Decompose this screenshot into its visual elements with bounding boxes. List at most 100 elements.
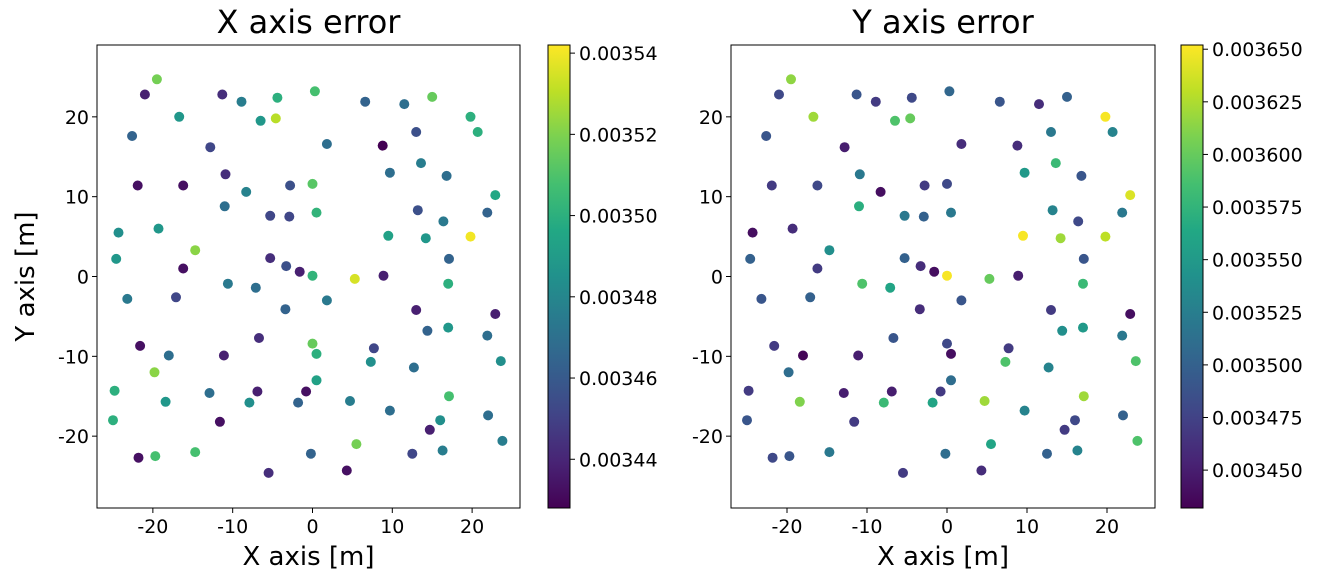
y-tick-label: 20 bbox=[65, 107, 89, 129]
colorbar-tick-label: 0.00350 bbox=[579, 206, 658, 228]
scatter-point bbox=[927, 397, 938, 408]
scatter-point bbox=[798, 350, 808, 361]
scatter-point bbox=[940, 448, 951, 459]
scatter-point bbox=[411, 305, 422, 315]
scatter-point bbox=[178, 263, 189, 274]
scatter-point bbox=[254, 333, 264, 343]
scatter-point bbox=[839, 142, 850, 153]
x-axis-label: X axis [m] bbox=[877, 542, 1009, 572]
scatter-point bbox=[761, 131, 772, 141]
colorbar-gradient bbox=[547, 44, 571, 509]
x-tick-label: 10 bbox=[1015, 516, 1039, 538]
scatter-point bbox=[160, 396, 171, 407]
scatter-point bbox=[219, 201, 230, 212]
scatter-point bbox=[272, 92, 283, 103]
subplot-2: Y axis error -20 -10 0 10 20 -20 -10 0 10 20 X axis… bbox=[692, 3, 1303, 572]
colorbar-tick-label: 0.003625 bbox=[1212, 92, 1303, 114]
scatter-point bbox=[1013, 270, 1024, 281]
scatter-point bbox=[351, 439, 362, 450]
scatter-point bbox=[444, 391, 454, 402]
scatter-point bbox=[1072, 445, 1083, 456]
scatter-point bbox=[163, 350, 174, 361]
scatter-point bbox=[270, 113, 281, 124]
scatter-point bbox=[853, 350, 864, 361]
y-tick-label: 10 bbox=[699, 187, 723, 209]
scatter-point bbox=[280, 304, 291, 315]
scatter-point bbox=[309, 86, 320, 97]
scatter-point bbox=[1019, 405, 1030, 416]
scatter-point bbox=[399, 99, 410, 110]
scatter-point bbox=[1059, 424, 1070, 435]
scatter-point bbox=[420, 233, 431, 244]
scatter-point bbox=[812, 180, 823, 191]
scatter-point bbox=[437, 445, 448, 456]
scatter-point bbox=[956, 139, 967, 149]
scatter-point bbox=[784, 451, 795, 462]
scatter-point bbox=[444, 253, 454, 264]
scatter-point bbox=[284, 211, 295, 222]
x-tick-label: 20 bbox=[460, 516, 484, 538]
scatter-point bbox=[1078, 322, 1088, 333]
scatter-point bbox=[153, 223, 164, 234]
scatter-point bbox=[244, 397, 255, 408]
scatter-point bbox=[149, 367, 160, 378]
y-tick-label: 10 bbox=[65, 187, 89, 209]
scatter-point bbox=[1117, 330, 1128, 341]
scatter-point bbox=[915, 261, 926, 272]
scatter-point bbox=[174, 111, 185, 122]
scatter-point bbox=[1062, 91, 1072, 102]
scatter-point bbox=[408, 362, 419, 373]
x-tick-label: 10 bbox=[380, 516, 404, 538]
scatter-point bbox=[482, 207, 493, 218]
x-tick-label: 0 bbox=[306, 516, 318, 538]
scatter-point bbox=[898, 467, 908, 478]
scatter-point bbox=[412, 205, 423, 216]
scatter-point bbox=[1076, 170, 1087, 181]
scatter-point bbox=[979, 396, 990, 406]
scatter-point bbox=[824, 245, 835, 256]
scatter-point bbox=[1100, 231, 1111, 242]
scatter-point bbox=[111, 253, 122, 264]
y-tick-label: 20 bbox=[699, 107, 723, 129]
scatter-point bbox=[984, 273, 995, 284]
scatter-point bbox=[783, 367, 794, 378]
colorbar: 0.003450 0.003475 0.003500 0.003525 0.003550… bbox=[1180, 39, 1303, 509]
scatter-point bbox=[976, 465, 987, 476]
scatter-point bbox=[377, 140, 388, 151]
colorbar: 0.00344 0.00346 0.00348 0.00350 0.00352 0.003… bbox=[547, 43, 658, 509]
scatter-point bbox=[1107, 127, 1118, 137]
scatter-point bbox=[217, 89, 228, 100]
scatter-point bbox=[285, 180, 296, 191]
colorbar-tick-label: 0.003650 bbox=[1212, 39, 1303, 61]
scatter-point bbox=[935, 386, 946, 397]
colorbar-tick-label: 0.00346 bbox=[579, 368, 658, 390]
scatter-point bbox=[838, 388, 849, 398]
scatter-point bbox=[427, 91, 438, 102]
colorbar-tick-label: 0.00352 bbox=[579, 124, 658, 146]
scatter-point bbox=[774, 89, 784, 100]
scatter-point bbox=[411, 127, 422, 137]
scatter-point bbox=[483, 410, 494, 421]
scatter-point bbox=[122, 293, 133, 304]
scatter-point bbox=[307, 270, 318, 281]
scatter-point bbox=[1042, 448, 1052, 459]
scatter-point bbox=[1078, 391, 1089, 402]
scatter-point bbox=[321, 139, 332, 149]
colorbar-tick-label: 0.003500 bbox=[1212, 355, 1303, 377]
scatter-point bbox=[407, 448, 418, 459]
scatter-point bbox=[886, 386, 897, 397]
scatter-point bbox=[365, 356, 376, 367]
scatter-point bbox=[1047, 205, 1058, 216]
x-tick-label: -10 bbox=[217, 516, 248, 538]
scatter-point bbox=[307, 338, 318, 349]
colorbar-tick-label: 0.003600 bbox=[1212, 144, 1303, 166]
y-axis-label: Y axis [m] bbox=[11, 211, 41, 342]
scatter-point bbox=[994, 96, 1005, 107]
scatter-point bbox=[899, 253, 910, 264]
colorbar-tick-label: 0.003575 bbox=[1212, 197, 1303, 219]
scatter-point bbox=[1125, 190, 1136, 201]
scatter-point bbox=[311, 375, 322, 386]
scatter-point bbox=[1078, 278, 1088, 289]
scatter-point bbox=[824, 447, 835, 458]
scatter-point bbox=[127, 131, 138, 141]
